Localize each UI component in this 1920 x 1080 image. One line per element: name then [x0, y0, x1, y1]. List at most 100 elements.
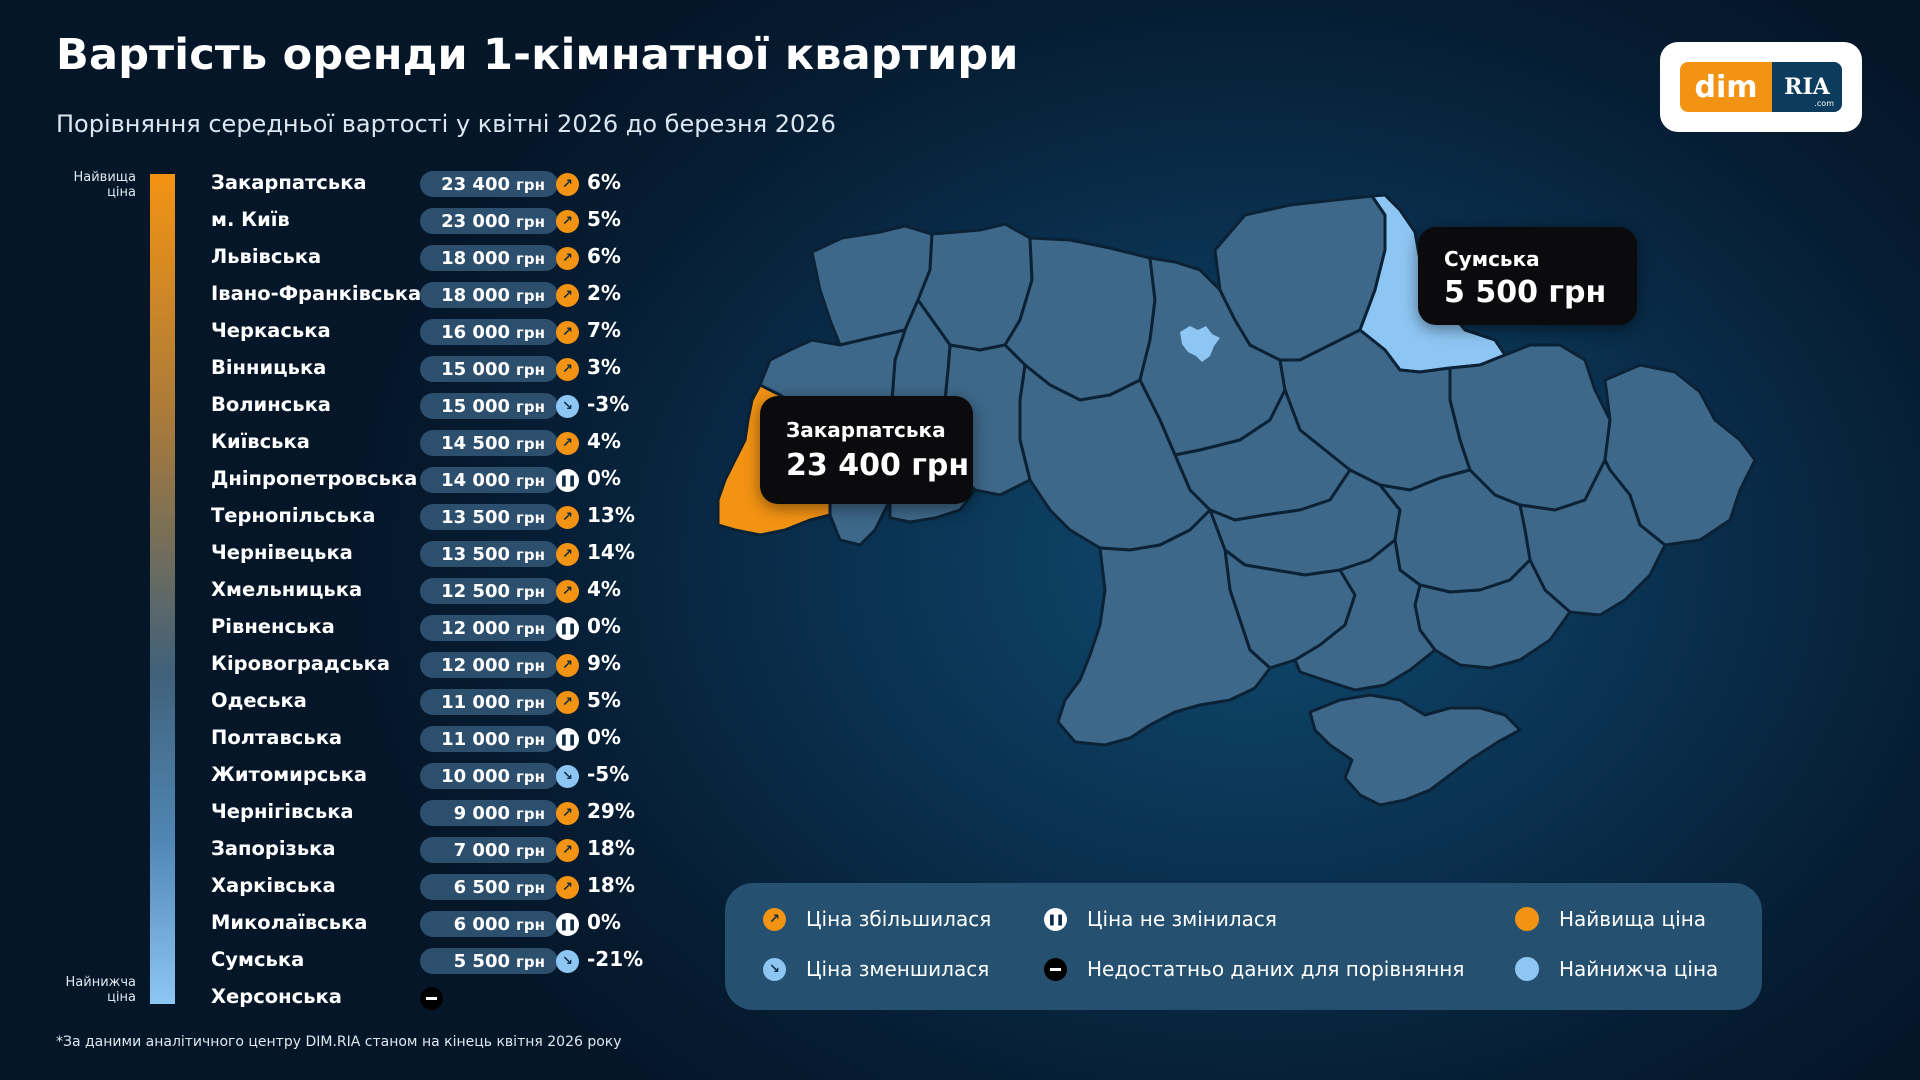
price-value: 12 000 — [441, 618, 510, 639]
price-pill: 14 500 грн — [420, 430, 558, 456]
currency-label: грн — [516, 842, 545, 860]
region-name: м. Київ — [211, 208, 290, 231]
change-percent: 6% — [587, 170, 621, 194]
region-name: Закарпатська — [211, 171, 367, 194]
legend-item-down: ↘ Ціна зменшилася — [763, 957, 989, 981]
arrow-down-right-icon: ↘ — [763, 957, 786, 981]
price-pill: 15 000 грн — [420, 393, 558, 419]
table-row: Херсонська — [0, 984, 700, 1014]
pause-icon: ❚❚ — [556, 913, 579, 936]
price-value: 6 000 — [453, 914, 510, 935]
price-pill: 10 000 грн — [420, 763, 558, 789]
change-percent: 0% — [587, 725, 621, 749]
change-percent: 5% — [587, 207, 621, 231]
footnote: *За даними аналітичного центру DIM.RIA с… — [56, 1034, 622, 1050]
arrow-up-right-icon: ↗ — [556, 321, 579, 344]
table-row: Одеська 11 000 грн ↗ 5% — [0, 688, 700, 718]
price-value: 14 500 — [441, 433, 510, 454]
change-percent: 0% — [587, 466, 621, 490]
scale-top-label: Найвища ціна — [73, 170, 136, 200]
table-row: Хмельницька 12 500 грн ↗ 4% — [0, 577, 700, 607]
table-row: Сумська 5 500 грн ↘ -21% — [0, 947, 700, 977]
highest-price-callout: Закарпатська 23 400 грн — [760, 396, 973, 504]
lowest-region-name: Сумська — [1444, 247, 1540, 271]
change-percent: 0% — [587, 614, 621, 638]
region-name: Львівська — [211, 245, 322, 268]
arrow-up-right-icon: ↗ — [556, 691, 579, 714]
price-value: 10 000 — [441, 766, 510, 787]
arrow-down-right-icon: ↘ — [556, 765, 579, 788]
region-name: Одеська — [211, 689, 307, 712]
price-value: 16 000 — [441, 322, 510, 343]
price-value: 9 000 — [453, 803, 510, 824]
region-name: Хмельницька — [211, 578, 363, 601]
table-row: Дніпропетровська 14 000 грн ❚❚ 0% — [0, 466, 700, 496]
change-percent: 4% — [587, 577, 621, 601]
change-percent: 18% — [587, 836, 635, 860]
table-row: Полтавська 11 000 грн ❚❚ 0% — [0, 725, 700, 755]
arrow-up-right-icon: ↗ — [556, 654, 579, 677]
price-pill: 5 500 грн — [420, 948, 558, 974]
region-name: Чернігівська — [211, 800, 354, 823]
price-pill: 14 000 грн — [420, 467, 558, 493]
price-pill: 6 000 грн — [420, 911, 558, 937]
lowest-region-price: 5 500 грн — [1444, 275, 1607, 310]
change-percent: 4% — [587, 429, 621, 453]
price-pill: 23 000 грн — [420, 208, 558, 234]
arrow-up-right-icon: ↗ — [556, 358, 579, 381]
map-legend: ↗ Ціна збільшилася ↘ Ціна зменшилася ❚❚ … — [725, 883, 1762, 1010]
region-name: Херсонська — [211, 985, 342, 1008]
table-row: Київська 14 500 грн ↗ 4% — [0, 429, 700, 459]
currency-label: грн — [516, 953, 545, 971]
pause-icon: ❚❚ — [556, 469, 579, 492]
pause-icon: ❚❚ — [556, 728, 579, 751]
change-percent: 0% — [587, 910, 621, 934]
region-name: Київська — [211, 430, 310, 453]
legend-item-no-data: Недостатньо даних для порівняння — [1044, 957, 1464, 981]
table-row: м. Київ 23 000 грн ↗ 5% — [0, 207, 700, 237]
arrow-up-right-icon: ↗ — [556, 284, 579, 307]
price-value: 11 000 — [441, 692, 510, 713]
arrow-up-right-icon: ↗ — [556, 580, 579, 603]
table-row: Івано-Франківська 18 000 грн ↗ 2% — [0, 281, 700, 311]
region-name: Тернопільська — [211, 504, 376, 527]
price-pill: 13 500 грн — [420, 541, 558, 567]
currency-label: грн — [516, 435, 545, 453]
region-name: Вінницька — [211, 356, 327, 379]
currency-label: грн — [516, 805, 545, 823]
price-pill: 12 500 грн — [420, 578, 558, 604]
logo-com-text: .com — [1814, 99, 1834, 108]
arrow-up-right-icon: ↗ — [556, 506, 579, 529]
price-value: 12 500 — [441, 581, 510, 602]
currency-label: грн — [516, 694, 545, 712]
arrow-up-right-icon: ↗ — [556, 210, 579, 233]
dim-ria-logo[interactable]: dim RIA .com — [1660, 42, 1862, 132]
currency-label: грн — [516, 657, 545, 675]
region-odeska — [1056, 508, 1272, 747]
legend-no-data-label: Недостатньо даних для порівняння — [1087, 957, 1465, 981]
table-row: Рівненська 12 000 грн ❚❚ 0% — [0, 614, 700, 644]
price-value: 23 400 — [441, 174, 510, 195]
table-row: Житомирська 10 000 грн ↘ -5% — [0, 762, 700, 792]
currency-label: грн — [516, 287, 545, 305]
price-scale-bar — [150, 174, 175, 1004]
legend-highest-label: Найвища ціна — [1559, 907, 1707, 931]
currency-label: грн — [516, 916, 545, 934]
currency-label: грн — [516, 546, 545, 564]
region-crimea — [1308, 693, 1522, 807]
price-value: 18 000 — [441, 285, 510, 306]
price-pill: 12 000 грн — [420, 652, 558, 678]
change-percent: 6% — [587, 244, 621, 268]
currency-label: грн — [516, 768, 545, 786]
arrow-up-right-icon: ↗ — [556, 432, 579, 455]
table-row: Закарпатська 23 400 грн ↗ 6% — [0, 170, 700, 200]
currency-label: грн — [516, 176, 545, 194]
price-value: 5 500 — [453, 951, 510, 972]
page-subtitle: Порівняння середньої вартості у квітні 2… — [56, 110, 836, 138]
change-percent: 18% — [587, 873, 635, 897]
price-value: 23 000 — [441, 211, 510, 232]
legend-item-highest: Найвища ціна — [1515, 907, 1706, 931]
price-pill: 15 000 грн — [420, 356, 558, 382]
region-name: Рівненська — [211, 615, 335, 638]
change-percent: -5% — [587, 762, 630, 786]
